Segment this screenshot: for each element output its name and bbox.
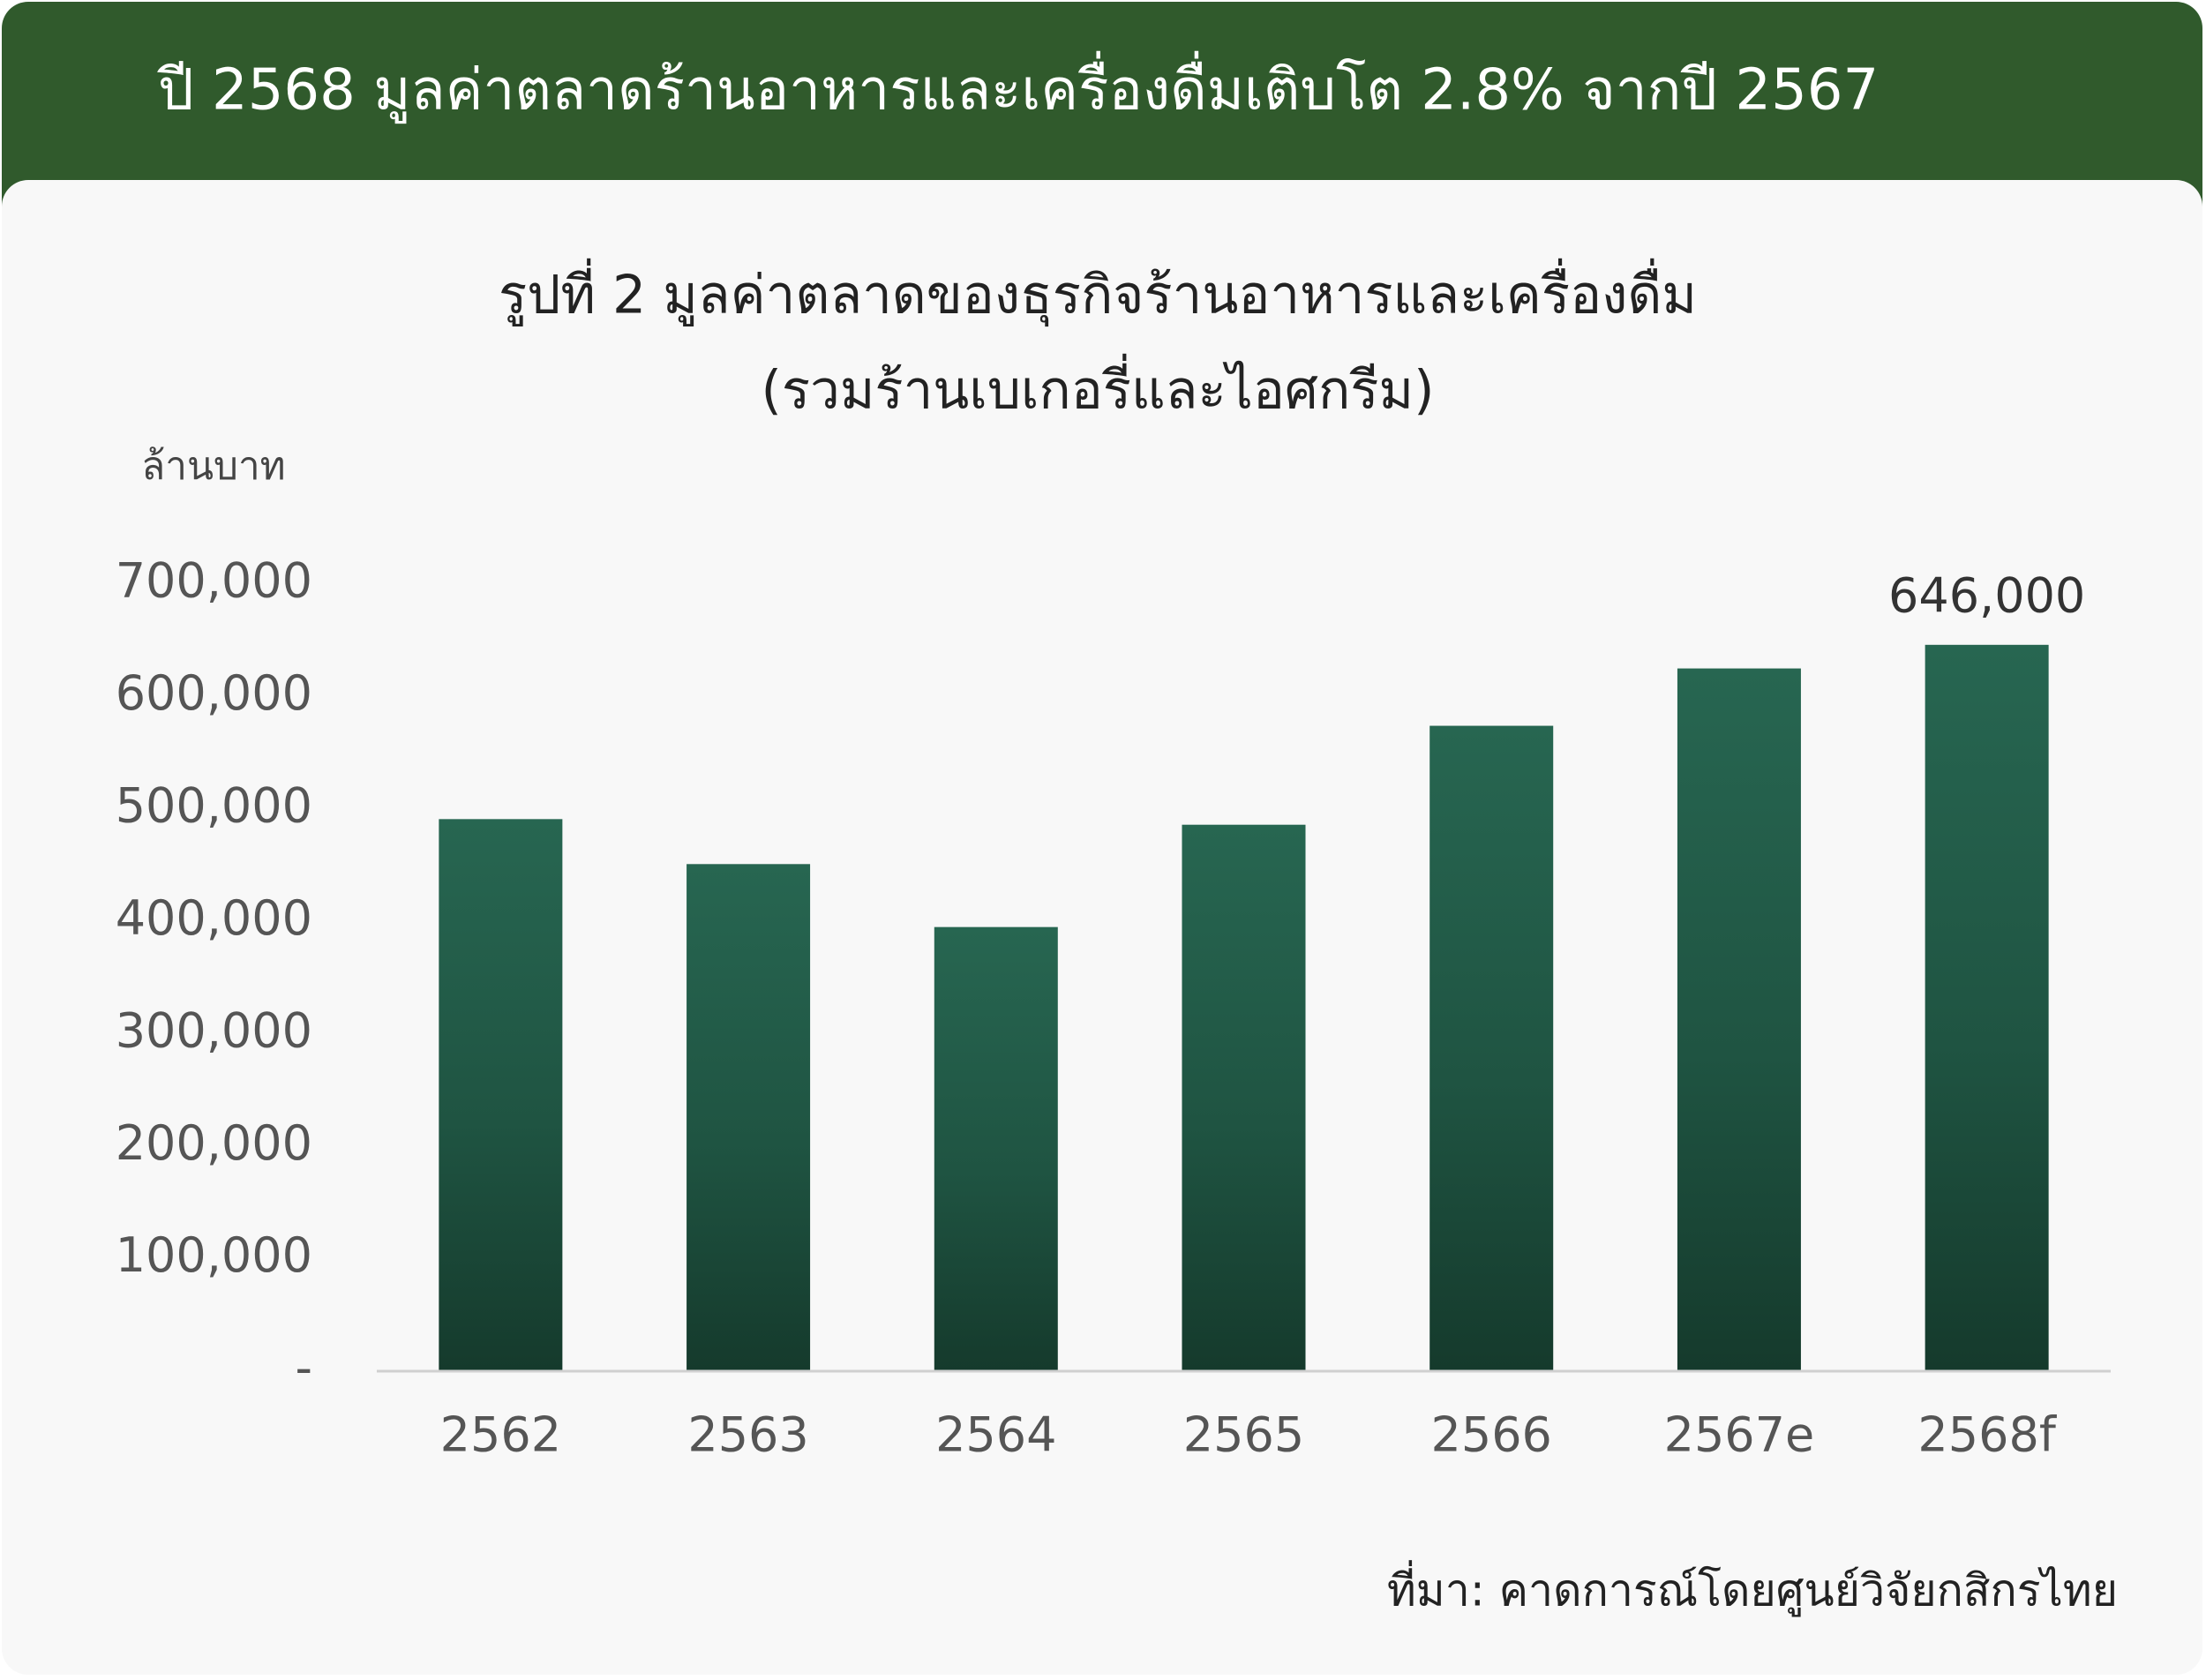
x-tick-label: 2568f bbox=[1917, 1407, 2057, 1463]
bar bbox=[1925, 644, 2049, 1371]
y-tick-label: - bbox=[296, 1340, 313, 1396]
x-tick-label: 2563 bbox=[687, 1407, 808, 1463]
data-label: 646,000 bbox=[1888, 567, 2085, 623]
bar bbox=[439, 819, 563, 1371]
chart-subtitle: (รวมร้านเบเกอรี่และไอศกรีม) bbox=[762, 354, 1435, 422]
header-title: ปี 2568 มูลค่าตลาดร้านอาหารและเครื่องดื่… bbox=[156, 51, 1879, 124]
bar bbox=[1429, 725, 1554, 1371]
bar bbox=[1677, 668, 1801, 1371]
y-tick-label: 100,000 bbox=[116, 1227, 312, 1283]
y-tick-label: 600,000 bbox=[116, 665, 312, 721]
x-tick-label: 2566 bbox=[1430, 1407, 1551, 1463]
bar bbox=[934, 926, 1058, 1371]
y-tick-label: 300,000 bbox=[116, 1002, 312, 1058]
y-axis-label: ล้านบาท bbox=[141, 444, 285, 489]
bar bbox=[687, 864, 811, 1371]
y-tick-label: 700,000 bbox=[116, 553, 312, 609]
bar bbox=[1182, 824, 1306, 1371]
x-tick-label: 2567e bbox=[1664, 1407, 1815, 1463]
y-tick-label: 200,000 bbox=[116, 1115, 312, 1171]
x-tick-label: 2565 bbox=[1183, 1407, 1304, 1463]
chart-title: รูปที่ 2 มูลค่าตลาดของธุรกิจร้านอาหารและ… bbox=[499, 259, 1697, 327]
plot: - 100,000 200,000 300,000 400,000 500,000 600,… bbox=[116, 553, 2111, 1463]
x-tick-label: 2564 bbox=[935, 1407, 1056, 1463]
source-note: ที่มา: คาดการณ์โดยศูนย์วิจัยกสิกรไทย bbox=[1387, 1561, 2118, 1617]
x-tick-label: 2562 bbox=[440, 1407, 561, 1463]
y-tick-label: 500,000 bbox=[116, 777, 312, 833]
y-tick-label: 400,000 bbox=[116, 890, 312, 946]
